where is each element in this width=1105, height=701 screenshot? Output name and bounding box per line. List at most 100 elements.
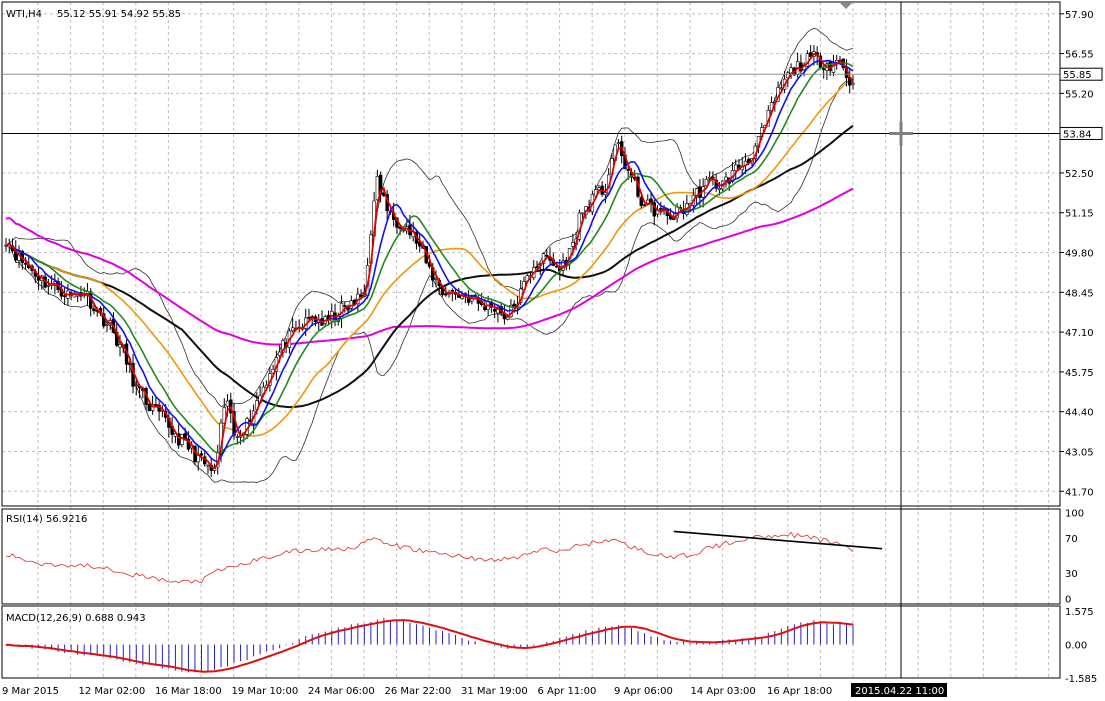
candle-body[interactable] (483, 306, 487, 311)
rsi-tick-label: 30 (1065, 569, 1078, 580)
candle-body[interactable] (72, 294, 77, 298)
macd-tick-label: 0.00 (1065, 641, 1087, 652)
x-tick-label: 24 Mar 06:00 (308, 686, 375, 697)
candle-body[interactable] (734, 164, 738, 172)
candle-body[interactable] (603, 192, 608, 196)
crosshair-price-tag (1059, 126, 1103, 140)
candle-body[interactable] (717, 187, 722, 190)
candle-body[interactable] (492, 308, 497, 312)
x-tick-label: 9 Mar 2015 (2, 686, 59, 697)
candle-body[interactable] (571, 242, 575, 247)
candle-body[interactable] (186, 438, 191, 450)
y-tick-label: 45.75 (1065, 368, 1094, 379)
candle-body[interactable] (707, 176, 712, 179)
rsi-panel[interactable] (5, 530, 883, 584)
candle-body[interactable] (206, 464, 210, 467)
candle-body[interactable] (450, 289, 455, 292)
y-tick-label: 47.10 (1065, 328, 1094, 339)
candle-body[interactable] (444, 293, 448, 296)
candle-body[interactable] (724, 176, 728, 181)
candle-body[interactable] (642, 204, 647, 207)
candle-body[interactable] (375, 175, 380, 201)
candle-body[interactable] (92, 308, 96, 312)
candle-body[interactable] (147, 403, 152, 412)
candle-body[interactable] (639, 197, 643, 206)
candle-body[interactable] (346, 307, 350, 311)
y-tick-label: 55.20 (1065, 89, 1094, 100)
macd-panel[interactable] (5, 618, 854, 673)
rsi-tick-label: 0 (1065, 595, 1071, 606)
bollinger-upper (5, 27, 854, 407)
candle-body[interactable] (704, 178, 709, 186)
candle-body[interactable] (225, 400, 230, 407)
rsi-line (5, 531, 854, 584)
current-price-tag (1059, 67, 1103, 81)
crosshair-time-text: 2015.04.22 11:00 (855, 686, 944, 697)
candle-body[interactable] (580, 212, 585, 215)
candle-body[interactable] (489, 301, 494, 308)
ma-green (5, 61, 854, 454)
candle-body[interactable] (808, 52, 813, 57)
candle-body[interactable] (545, 254, 549, 257)
ma-magenta (5, 187, 854, 346)
chart-shift-marker[interactable] (840, 3, 852, 9)
y-tick-label: 56.55 (1065, 50, 1094, 61)
candle-body[interactable] (196, 455, 200, 463)
candle-body[interactable] (290, 327, 295, 332)
x-tick-label: 14 Apr 03:00 (691, 686, 756, 697)
rsi-trendline[interactable] (673, 530, 883, 550)
y-tick-label: 57.90 (1065, 10, 1094, 21)
macd-signal-line (5, 619, 854, 673)
candle-body[interactable] (23, 263, 28, 265)
candle-body[interactable] (46, 284, 51, 287)
candle-body[interactable] (105, 323, 109, 326)
x-tick-label: 9 Apr 06:00 (614, 686, 673, 697)
ma-orange (5, 77, 854, 437)
crosshair-time-tag (851, 683, 947, 697)
panel-frame (1, 605, 1061, 679)
panel-frame (1, 1, 1061, 507)
candle-body[interactable] (307, 316, 311, 319)
x-tick-label: 19 Mar 10:00 (232, 686, 299, 697)
y-tick-label: 51.15 (1065, 209, 1094, 220)
candle-body[interactable] (343, 305, 347, 307)
y-tick-label: 44.40 (1065, 408, 1094, 419)
x-tick-label: 26 Mar 22:00 (385, 686, 452, 697)
rsi-tick-label: 100 (1065, 508, 1084, 519)
current-price-tag-text: 55.85 (1063, 70, 1092, 81)
candle-body[interactable] (118, 344, 122, 348)
candle-body[interactable] (616, 142, 621, 145)
candle-body[interactable] (349, 300, 354, 309)
candle-body[interactable] (102, 313, 106, 327)
y-tick-label: 49.80 (1065, 249, 1094, 260)
candle-body[interactable] (134, 384, 139, 387)
candle-body[interactable] (199, 453, 204, 456)
ma-red (5, 53, 854, 470)
candle-body[interactable] (597, 187, 601, 190)
macd-label: MACD(12,26,9) 0.688 0.943 (6, 613, 146, 624)
candle-body[interactable] (652, 202, 656, 217)
candle-body[interactable] (154, 404, 158, 406)
x-tick-label: 12 Mar 02:00 (79, 686, 146, 697)
macd-tick-label: 1.575 (1065, 607, 1094, 618)
candle-body[interactable] (821, 68, 826, 70)
y-tick-label: 48.45 (1065, 288, 1094, 299)
macd-tick-label: -1.585 (1065, 674, 1097, 685)
y-tick-label: 43.05 (1065, 447, 1094, 458)
bollinger-lower (5, 80, 854, 484)
ohlc-text: 55.12 55.91 54.92 55.85 (57, 9, 181, 20)
x-tick-label: 31 Mar 19:00 (461, 686, 528, 697)
ma-black (5, 124, 854, 409)
candle-body[interactable] (851, 82, 855, 85)
candle-body[interactable] (180, 434, 184, 445)
grid (2, 2, 1060, 678)
y-tick-label: 52.50 (1065, 169, 1094, 180)
candle-body[interactable] (626, 168, 630, 171)
candle-body[interactable] (235, 436, 239, 438)
candle-body[interactable] (176, 433, 181, 446)
candle-body[interactable] (62, 295, 67, 297)
rsi-tick-label: 70 (1065, 534, 1078, 545)
candle-body[interactable] (659, 208, 663, 210)
